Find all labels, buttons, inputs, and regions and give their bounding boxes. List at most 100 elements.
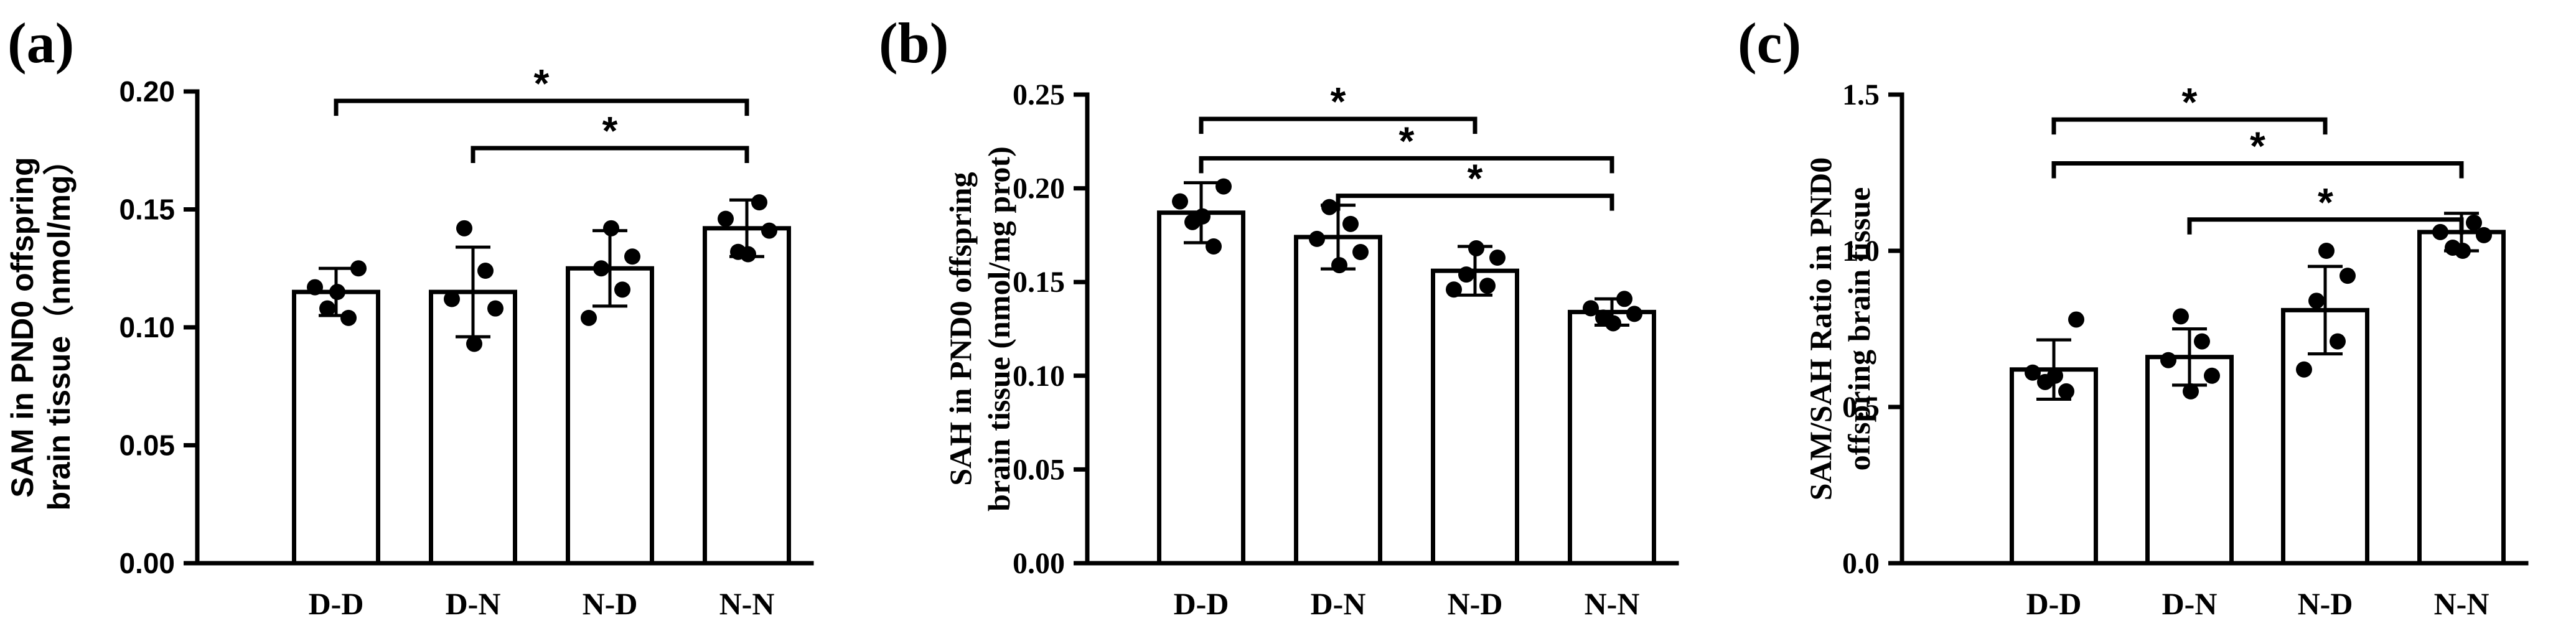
y-axis-label-line-1: SAH in PND0 offspring (943, 172, 978, 485)
y-tick-label: 0.05 (119, 429, 175, 462)
x-categories: D-D D-N N-D N-N (1174, 586, 1640, 621)
data-point (593, 260, 609, 277)
data-point (456, 220, 472, 236)
data-point (340, 309, 357, 326)
data-point (477, 263, 494, 279)
data-point (1489, 250, 1506, 266)
bar-N-D (1431, 268, 1519, 566)
significance-bracket (2187, 217, 2464, 235)
x-category-label: N-D (2298, 586, 2353, 621)
data-point (466, 335, 482, 352)
data-point (1583, 300, 1599, 317)
y-axis-label-line-2: brain tissue（nmol/mg） (42, 144, 77, 511)
data-point (2160, 352, 2176, 368)
data-point (740, 246, 756, 263)
data-point (1446, 281, 1462, 298)
data-point (1342, 215, 1359, 232)
data-point (1458, 266, 1474, 283)
x-category-label: N-N (1585, 586, 1640, 621)
data-point (2296, 361, 2312, 378)
data-point (1331, 257, 1347, 274)
data-point (1172, 193, 1188, 210)
y-tick-label: 0.25 (1013, 78, 1065, 111)
plot-marks (184, 89, 814, 566)
significance-star: * (534, 61, 550, 106)
significance-star: * (2318, 180, 2333, 225)
data-point (2183, 383, 2199, 400)
bar-D-N (429, 289, 517, 566)
significance-bracket (334, 98, 749, 116)
x-category-label: N-N (2434, 586, 2489, 621)
bar-N-D (566, 266, 654, 566)
data-point (2476, 227, 2492, 243)
data-point (1616, 291, 1632, 307)
data-point (614, 281, 630, 298)
y-tick-label: 0.15 (1013, 266, 1065, 299)
significance-star: * (2250, 123, 2265, 168)
data-point (350, 260, 367, 277)
panel-label: (a) (7, 11, 74, 75)
data-point (2037, 373, 2053, 390)
x-category-label: D-D (1174, 586, 1229, 621)
y-ticks: 0.00 0.05 0.10 0.15 0.20 0.25 (1013, 78, 1065, 580)
data-point (2339, 268, 2356, 284)
data-point (329, 284, 345, 301)
data-point (1206, 238, 1222, 255)
data-point (1215, 178, 1232, 195)
data-point (319, 300, 335, 317)
significance-bracket (471, 146, 749, 163)
data-point (2173, 308, 2189, 325)
x-category-label: N-D (583, 586, 638, 621)
x-categories: D-D D-N N-D N-N (309, 586, 775, 621)
data-point (624, 248, 640, 265)
significance-bracket (2051, 161, 2464, 179)
data-point (2466, 214, 2482, 231)
y-tick-label: 0.15 (119, 194, 175, 226)
y-tick-label: 0.10 (1013, 360, 1065, 393)
bar-D-N (1294, 235, 1382, 566)
data-point (2455, 243, 2471, 259)
data-point (2204, 367, 2220, 384)
data-point (1605, 315, 1621, 332)
significance-star: * (1468, 156, 1483, 201)
data-point (444, 291, 460, 307)
data-point (1352, 244, 1369, 261)
data-point (307, 279, 323, 296)
data-point (2318, 243, 2335, 259)
data-point (1309, 230, 1325, 247)
significance-bracket (1199, 116, 1478, 134)
x-category-label: D-N (2162, 586, 2218, 621)
data-point (1479, 278, 1496, 294)
data-point (2025, 364, 2041, 381)
bar-N-N (1568, 309, 1656, 566)
y-axis-label-line-2: brain tissue (nmol/mg prot) (981, 146, 1016, 512)
significance-star: * (1331, 79, 1346, 124)
significance-labels: * * * (2182, 80, 2334, 225)
plot-marks (1074, 92, 1679, 566)
bar-N-N (2417, 230, 2506, 566)
y-tick-label: 0.10 (119, 311, 175, 344)
x-category-label: D-D (2026, 586, 2082, 621)
data-point (581, 309, 597, 326)
significance-labels: * * * (1331, 79, 1483, 200)
panel-c: (c) SAM/SAH Ratio in PND0 offspring brai… (1738, 11, 2529, 621)
panel-a: (a) SAM in PND0 offspring brain tissue（n… (5, 11, 814, 621)
y-tick-label: 0.20 (1013, 172, 1065, 205)
y-axis-label-line-1: SAM/SAH Ratio in PND0 (1803, 157, 1838, 500)
x-category-label: D-D (309, 586, 364, 621)
significance-bracket (2051, 117, 2328, 135)
data-point (2194, 333, 2210, 350)
y-tick-label: 1.0 (1842, 235, 1880, 268)
data-point (1626, 306, 1642, 322)
y-tick-label: 0.20 (119, 75, 175, 108)
bar-D-D (292, 289, 380, 566)
data-point (1468, 240, 1484, 256)
data-point (487, 300, 503, 317)
x-category-label: D-N (446, 586, 501, 621)
data-point (718, 210, 734, 227)
x-categories: D-D D-N N-D N-N (2026, 586, 2489, 621)
y-ticks: 0.00 0.05 0.10 0.15 0.20 (119, 75, 175, 579)
data-point (2068, 311, 2084, 328)
data-point (1184, 213, 1201, 230)
